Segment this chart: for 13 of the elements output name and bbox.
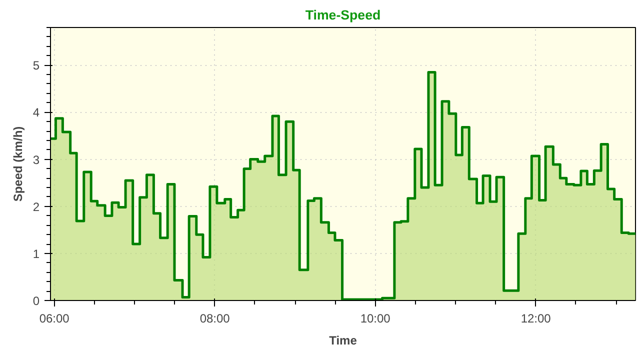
x-tick-label: 08:00 xyxy=(200,312,230,326)
x-tick-label: 12:00 xyxy=(520,312,552,326)
x-tick-label: 06:00 xyxy=(39,312,70,326)
y-tick-label: 5 xyxy=(32,58,40,73)
y-tick-label: 2 xyxy=(32,200,40,214)
y-tick-label: 4 xyxy=(32,106,40,120)
x-axis-title: Time xyxy=(329,334,358,348)
chart-title: Time-Speed xyxy=(305,8,381,22)
x-tick-label: 10:00 xyxy=(360,312,391,326)
y-tick-label: 1 xyxy=(32,246,40,261)
y-tick-label: 0 xyxy=(32,294,40,308)
y-axis-title: Speed (km/h) xyxy=(10,126,25,202)
y-tick-label: 3 xyxy=(32,152,40,167)
